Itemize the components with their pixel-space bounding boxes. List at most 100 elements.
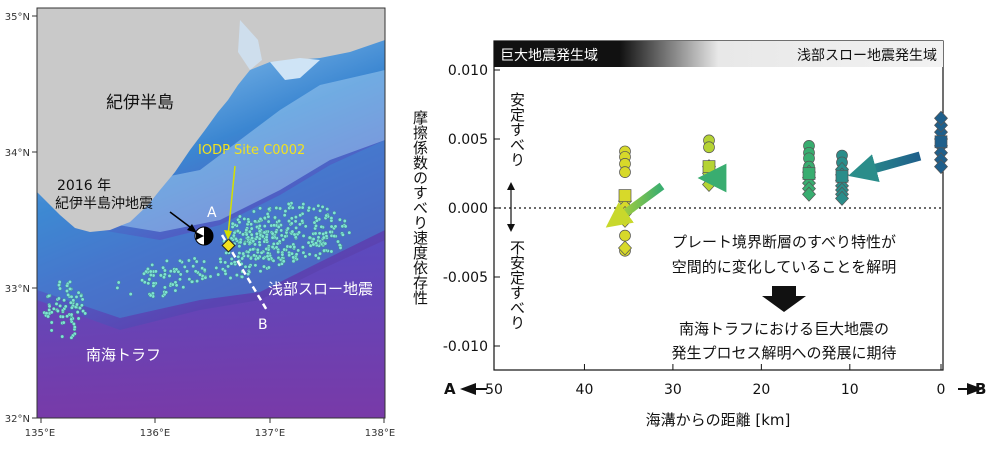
- slow-eq-dot: [149, 273, 153, 277]
- slow-eq-dot: [224, 251, 229, 255]
- y-tick-label: -0.010: [443, 339, 488, 355]
- slow-eq-dot: [296, 248, 301, 253]
- slow-eq-dot: [313, 253, 318, 258]
- slow-eq-dot: [234, 237, 238, 241]
- slow-eq-dot: [148, 269, 153, 274]
- slow-eq-dot: [256, 256, 261, 261]
- slow-eq-dot: [79, 294, 83, 298]
- slow-eq-dot: [232, 260, 237, 265]
- slow-eq-dot: [151, 284, 156, 288]
- slow-eq-dot: [273, 215, 277, 220]
- chart-panel: 巨大地震発生域 浅部スロー地震発生域 0.010 0.005 0.000 -0.005…: [400, 0, 1000, 446]
- slow-eq-dot: [340, 224, 345, 229]
- slow-eq-dot: [257, 224, 262, 228]
- slow-eq-dot: [258, 269, 263, 274]
- slow-eq-dot: [228, 276, 233, 280]
- slow-eq-dot: [65, 314, 69, 319]
- slow-eq-dot: [49, 310, 54, 315]
- slow-eq-dot: [75, 302, 79, 307]
- x-axis-label: 海溝からの距離 [km]: [646, 411, 791, 429]
- slow-eq-dot: [69, 317, 74, 322]
- down-arrow-icon: [762, 286, 806, 312]
- slow-eq-dot: [280, 252, 285, 257]
- slow-eq-dot: [293, 219, 298, 224]
- slow-eq-dot: [246, 254, 250, 258]
- slow-earthquake-dots: [42, 201, 352, 340]
- data-point-diamond: [618, 240, 632, 256]
- slow-eq-dot: [162, 275, 166, 280]
- eq-2016-line2: 紀伊半島沖地震: [55, 196, 153, 212]
- slow-eq-dot: [237, 220, 242, 225]
- slow-eq-dot: [270, 235, 275, 240]
- slow-eq-dot: [322, 248, 326, 253]
- slow-eq-dot: [321, 232, 326, 236]
- slow-eq-dot: [230, 225, 235, 229]
- slow-eq-dot: [343, 224, 348, 229]
- unstable-label: 不安定すべり: [508, 240, 526, 330]
- right-arrow-icon: [967, 383, 983, 395]
- slow-eq-dot: [267, 207, 271, 211]
- slow-eq-dot: [274, 206, 279, 210]
- slow-eq-dot: [229, 261, 234, 266]
- slow-eq-dot: [271, 258, 276, 263]
- data-point-square: [618, 189, 632, 202]
- slow-eq-dot: [323, 241, 328, 246]
- slow-eq-dot: [279, 233, 284, 238]
- slow-eq-dot: [319, 224, 324, 229]
- slow-eq-dot: [289, 221, 294, 226]
- slow-eq-dot: [329, 216, 334, 220]
- slow-eq-dot: [282, 247, 287, 252]
- data-point-diamond: [934, 110, 948, 126]
- slow-eq-dot: [292, 245, 297, 249]
- slow-eq-dot: [154, 269, 158, 274]
- slow-eq-dot: [49, 320, 54, 325]
- double-arrow-icon: [507, 182, 515, 232]
- slow-eq-dot: [208, 274, 213, 279]
- data-point-diamond: [934, 159, 948, 175]
- slow-eq-dot: [159, 273, 163, 278]
- slow-eq-dot: [303, 254, 308, 259]
- slow-eq-dot: [301, 234, 306, 238]
- focal-mechanism-icon: [194, 226, 214, 246]
- slow-eq-dot: [193, 269, 198, 274]
- slow-eq-dot: [68, 280, 72, 284]
- slow-eq-dot: [142, 280, 147, 285]
- x-tick-label: 40: [576, 382, 594, 398]
- slow-eq-dot: [47, 304, 52, 309]
- slow-eq-dot: [329, 224, 334, 229]
- slow-eq-dot: [318, 208, 322, 213]
- transition-arrow-3: [605, 182, 665, 228]
- slow-eq-dot: [281, 237, 286, 242]
- slow-eq-dot: [69, 312, 74, 317]
- slow-eq-dot: [218, 260, 223, 264]
- slow-eq-dot: [301, 250, 306, 255]
- slow-eq-dot: [190, 279, 194, 284]
- slow-eq-dot: [247, 229, 252, 234]
- slow-eq-dot: [76, 290, 81, 295]
- slow-eq-dot: [191, 264, 196, 269]
- slow-eq-dot: [266, 214, 271, 219]
- slow-eq-dot: [47, 308, 52, 312]
- slow-eq-dot: [178, 258, 182, 263]
- slow-eq-dot: [294, 226, 298, 230]
- slow-eq-dot: [62, 298, 66, 303]
- slow-eq-dot: [247, 240, 252, 245]
- slow-eq-dot: [311, 237, 316, 241]
- slow-eq-dot: [278, 206, 282, 211]
- land-mass: [37, 8, 385, 232]
- lat-label-32: 32°N: [5, 414, 30, 425]
- slow-eq-dot: [270, 245, 275, 249]
- slow-eq-dot: [170, 282, 175, 287]
- slow-eq-dot: [264, 247, 269, 251]
- slow-eq-dot: [277, 262, 281, 267]
- y-tick-label: 0.000: [448, 201, 488, 217]
- slow-eq-dot: [198, 272, 202, 277]
- slow-eq-dot: [333, 224, 338, 229]
- lat-label-33: 33°N: [5, 284, 30, 295]
- slow-eq-dot: [116, 280, 121, 285]
- x-tick-label: 20: [752, 382, 770, 398]
- slow-eq-dot: [276, 250, 281, 254]
- slow-eq-dot: [71, 298, 76, 303]
- slow-eq-dot: [237, 251, 242, 255]
- slow-eq-dot: [277, 219, 281, 223]
